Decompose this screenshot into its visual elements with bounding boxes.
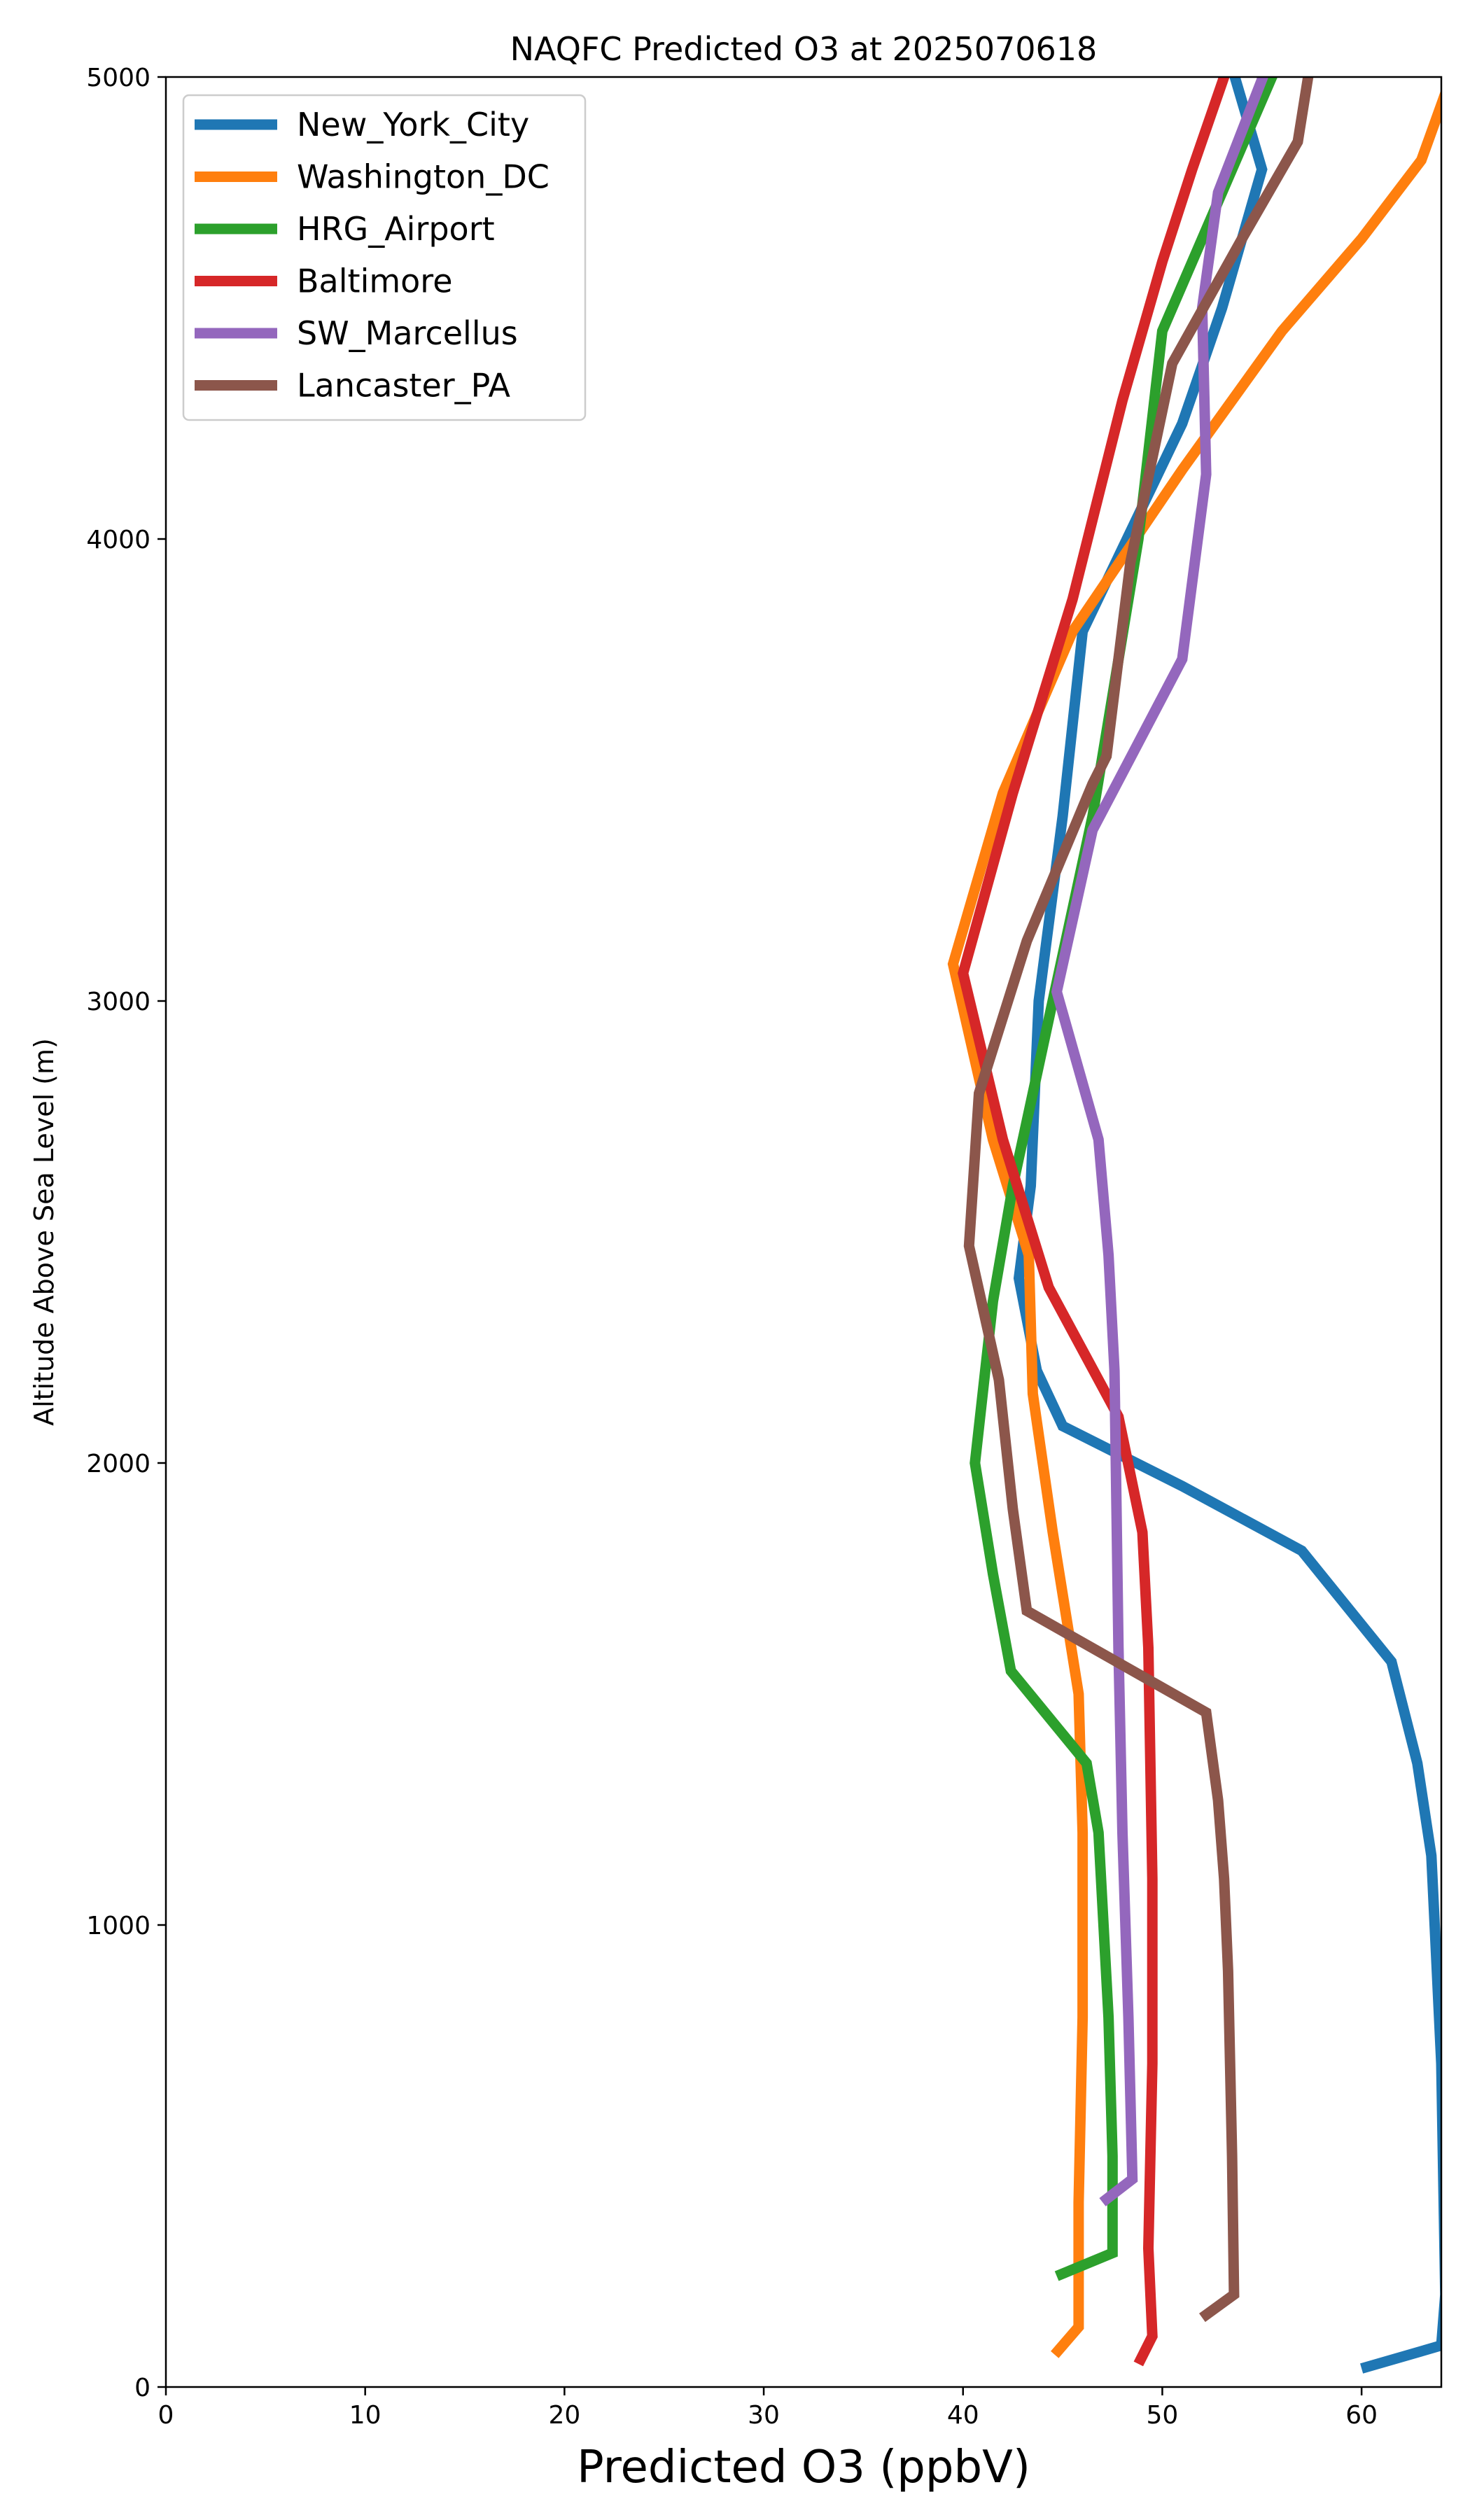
chart-title: NAQFC Predicted O3 at 2025070618 bbox=[510, 30, 1098, 68]
legend-entry: HRG_Airport bbox=[297, 210, 495, 248]
series-lines bbox=[947, 77, 1441, 2374]
series-line-lancaster-pa bbox=[963, 77, 1314, 2323]
series-line-sw-marcellus bbox=[1051, 77, 1269, 2206]
x-tick-label: 30 bbox=[748, 2401, 780, 2430]
y-tick-label: 2000 bbox=[86, 1450, 150, 1478]
y-tick-label: 5000 bbox=[86, 64, 150, 92]
x-tick-label: 20 bbox=[548, 2401, 580, 2430]
legend-entry: Washington_DC bbox=[297, 158, 550, 196]
y-axis-ticks: 0 1000 2000 3000 4000 5000 bbox=[86, 64, 166, 2402]
legend: New_York_City Washington_DC HRG_Airport Bal… bbox=[182, 94, 587, 421]
x-tick-label: 0 bbox=[158, 2401, 174, 2430]
x-axis-ticks: 0 10 20 30 40 50 60 bbox=[158, 2387, 1378, 2430]
legend-entry: Baltimore bbox=[297, 262, 453, 300]
series-line-baltimore bbox=[958, 77, 1230, 2367]
y-tick-label: 3000 bbox=[86, 988, 150, 1016]
y-tick-label: 4000 bbox=[86, 526, 150, 554]
x-tick-label: 10 bbox=[349, 2401, 382, 2430]
legend-entry: Lancaster_PA bbox=[297, 367, 510, 405]
y-axis-label: Altitude Above Sea Level (m) bbox=[29, 1038, 59, 1426]
plot-frame bbox=[164, 76, 1443, 2388]
legend-frame bbox=[182, 94, 587, 421]
x-tick-label: 50 bbox=[1147, 2401, 1179, 2430]
x-tick-label: 40 bbox=[947, 2401, 979, 2430]
y-tick-label: 1000 bbox=[86, 1912, 150, 1940]
x-axis-label: Predicted O3 (ppbV) bbox=[577, 2442, 1030, 2493]
x-tick-label: 60 bbox=[1345, 2401, 1378, 2430]
legend-entry: New_York_City bbox=[297, 106, 529, 144]
y-tick-label: 0 bbox=[134, 2374, 150, 2402]
series-line-new-york-city bbox=[1013, 77, 1441, 2374]
legend-entry: SW_Marcellus bbox=[297, 314, 518, 352]
